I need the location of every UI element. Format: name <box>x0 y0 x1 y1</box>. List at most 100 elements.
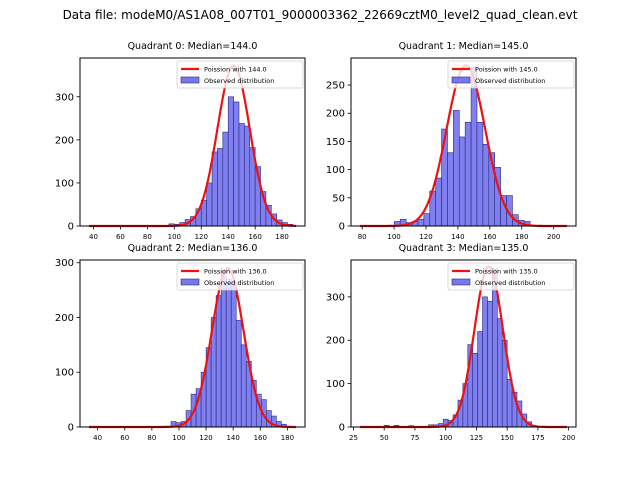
legend-label: Poission with 144.0 <box>204 66 267 74</box>
legend-bar-swatch <box>451 278 471 286</box>
histogram-bar <box>240 344 247 428</box>
y-tick-label: 0 <box>68 222 74 233</box>
axes-frame <box>79 57 306 227</box>
y-tick-label: 100 <box>326 165 345 176</box>
legend-box <box>447 262 575 291</box>
histogram-bar <box>464 121 472 227</box>
x-tick-label: 100 <box>172 434 185 442</box>
y-tick-label: 100 <box>326 379 345 390</box>
histogram-bar <box>476 121 484 227</box>
x-tick-label: 140 <box>451 233 464 241</box>
x-tick-label: 200 <box>562 434 575 442</box>
histogram-bar <box>211 151 218 227</box>
subplot-1: Quadrant 1: Median=145.0 80 100 120 140 160 18… <box>326 41 577 241</box>
subplot-3: Quadrant 3: Median=135.0 25 50 75 100 125 150 1… <box>326 243 577 442</box>
x-tick-label: 180 <box>515 233 528 241</box>
x-tick-label: 100 <box>387 233 400 241</box>
x-tick-label: 180 <box>275 233 288 241</box>
y-tick-label: 0 <box>339 423 345 434</box>
x-tick-label: 120 <box>195 233 208 241</box>
legend-box <box>176 60 304 89</box>
x-tick-label: 180 <box>281 434 294 442</box>
x-tick-label: 80 <box>358 233 367 241</box>
y-tick-label: 200 <box>326 109 345 120</box>
histogram-bar <box>235 319 242 428</box>
histogram-bar <box>227 96 234 227</box>
x-tick-label: 120 <box>199 434 212 442</box>
histogram-bar <box>238 123 245 227</box>
y-tick-label: 300 <box>55 92 74 103</box>
axes-frame <box>79 259 306 428</box>
y-tick-label: 50 <box>332 193 345 204</box>
histogram-bar <box>487 300 493 428</box>
y-tick-label: 200 <box>326 336 345 347</box>
x-tick-label: 50 <box>380 434 389 442</box>
x-tick-label: 80 <box>147 434 156 442</box>
legend-box <box>447 60 575 89</box>
histogram-bar <box>217 148 224 227</box>
axes-frame <box>350 57 577 227</box>
histogram-bar <box>423 213 431 227</box>
legend-label: Observed distribution <box>204 279 274 287</box>
x-tick-label: 200 <box>547 233 560 241</box>
y-tick-label: 0 <box>68 423 74 434</box>
legend-label: Poission with 136.0 <box>204 268 267 276</box>
histogram-bar <box>215 295 222 428</box>
legend-label: Observed distribution <box>204 77 274 85</box>
x-tick-label: 120 <box>419 233 432 241</box>
x-tick-label: 140 <box>222 233 235 241</box>
subplot-2: Quadrant 2: Median=136.0 40 60 80 100 120 140 1… <box>55 243 306 442</box>
y-tick-label: 0 <box>339 222 345 233</box>
x-tick-label: 100 <box>168 233 181 241</box>
legend-label: Poission with 135.0 <box>475 268 538 276</box>
histogram-bar <box>453 110 460 227</box>
x-tick-label: 125 <box>470 434 483 442</box>
histogram-bar <box>417 218 425 227</box>
figure-title: Data file: modeM0/AS1A08_007T01_90000033… <box>62 8 578 22</box>
legend-bar-swatch <box>180 278 200 286</box>
histogram-bar <box>244 125 251 227</box>
subplot-title: Quadrant 2: Median=136.0 <box>128 243 258 254</box>
histogram-bar <box>220 270 227 428</box>
histogram-bar <box>225 278 232 428</box>
histogram-bar <box>435 177 442 227</box>
legend-box <box>176 262 304 291</box>
x-tick-label: 175 <box>531 434 544 442</box>
y-tick-label: 100 <box>55 368 74 379</box>
x-tick-label: 160 <box>483 233 496 241</box>
histogram-bar <box>477 331 483 428</box>
x-tick-label: 80 <box>143 233 152 241</box>
x-tick-label: 160 <box>248 233 261 241</box>
histogram-bar <box>482 296 488 428</box>
y-tick-label: 150 <box>326 137 345 148</box>
legend-label: Observed distribution <box>475 279 545 287</box>
histogram-bar <box>206 182 213 227</box>
subplot-title: Quadrant 3: Median=135.0 <box>399 243 529 254</box>
x-tick-label: 160 <box>254 434 267 442</box>
histogram-bar <box>447 152 454 227</box>
x-tick-label: 40 <box>93 434 102 442</box>
legend-label: Observed distribution <box>475 77 545 85</box>
y-tick-label: 300 <box>55 258 74 269</box>
y-tick-label: 300 <box>326 292 345 303</box>
poisson-curve <box>89 64 296 228</box>
x-tick-label: 60 <box>120 434 129 442</box>
histogram-bar <box>497 318 503 428</box>
legend-bar-swatch <box>451 76 471 84</box>
x-tick-label: 150 <box>500 434 513 442</box>
legend-bar-swatch <box>180 76 200 84</box>
x-tick-label: 140 <box>226 434 239 442</box>
histogram-bar <box>482 143 490 227</box>
y-tick-label: 100 <box>55 178 74 189</box>
histogram-bar <box>222 131 229 227</box>
x-tick-label: 60 <box>116 233 125 241</box>
x-tick-label: 25 <box>349 434 358 442</box>
subplot-title: Quadrant 0: Median=144.0 <box>128 41 258 52</box>
x-tick-label: 40 <box>89 233 98 241</box>
y-tick-label: 250 <box>326 81 345 92</box>
y-tick-label: 200 <box>55 135 74 146</box>
subplot-title: Quadrant 1: Median=145.0 <box>399 41 529 52</box>
legend-label: Poission with 145.0 <box>475 66 538 74</box>
x-tick-label: 100 <box>439 434 452 442</box>
histogram-bar <box>233 101 240 227</box>
